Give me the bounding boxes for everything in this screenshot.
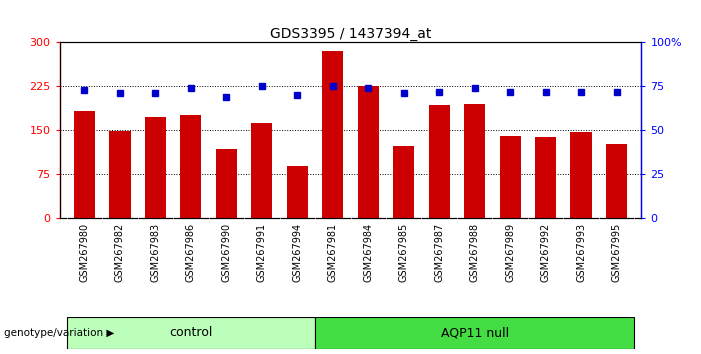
Text: GSM267983: GSM267983 xyxy=(151,223,161,282)
Text: GSM267987: GSM267987 xyxy=(434,223,444,282)
Text: genotype/variation ▶: genotype/variation ▶ xyxy=(4,328,114,338)
Bar xyxy=(322,51,343,218)
Text: GSM267988: GSM267988 xyxy=(470,223,479,282)
Bar xyxy=(144,117,166,218)
Bar xyxy=(464,104,485,218)
Bar xyxy=(535,137,557,218)
Title: GDS3395 / 1437394_at: GDS3395 / 1437394_at xyxy=(270,28,431,41)
Bar xyxy=(74,111,95,218)
Text: control: control xyxy=(169,326,212,339)
Text: GSM267992: GSM267992 xyxy=(540,223,550,282)
Bar xyxy=(500,136,521,218)
Bar xyxy=(428,105,450,218)
Text: GSM267995: GSM267995 xyxy=(611,223,622,282)
Text: GSM267993: GSM267993 xyxy=(576,223,586,282)
Text: AQP11 null: AQP11 null xyxy=(441,326,509,339)
Text: GSM267980: GSM267980 xyxy=(79,223,90,282)
Bar xyxy=(358,86,379,218)
Text: GSM267989: GSM267989 xyxy=(505,223,515,282)
Text: GSM267982: GSM267982 xyxy=(115,223,125,282)
Text: GSM267984: GSM267984 xyxy=(363,223,373,282)
Bar xyxy=(571,132,592,218)
Bar xyxy=(393,147,414,218)
Bar xyxy=(180,115,201,218)
Bar xyxy=(606,143,627,218)
Bar xyxy=(216,149,237,218)
Text: GSM267991: GSM267991 xyxy=(257,223,267,282)
Text: GSM267985: GSM267985 xyxy=(399,223,409,282)
Bar xyxy=(251,122,273,218)
Text: GSM267994: GSM267994 xyxy=(292,223,302,282)
Text: GSM267986: GSM267986 xyxy=(186,223,196,282)
Bar xyxy=(109,131,130,218)
Bar xyxy=(67,317,315,349)
Text: GSM267990: GSM267990 xyxy=(222,223,231,282)
Text: GSM267981: GSM267981 xyxy=(328,223,338,282)
Bar xyxy=(315,317,634,349)
Bar xyxy=(287,166,308,218)
